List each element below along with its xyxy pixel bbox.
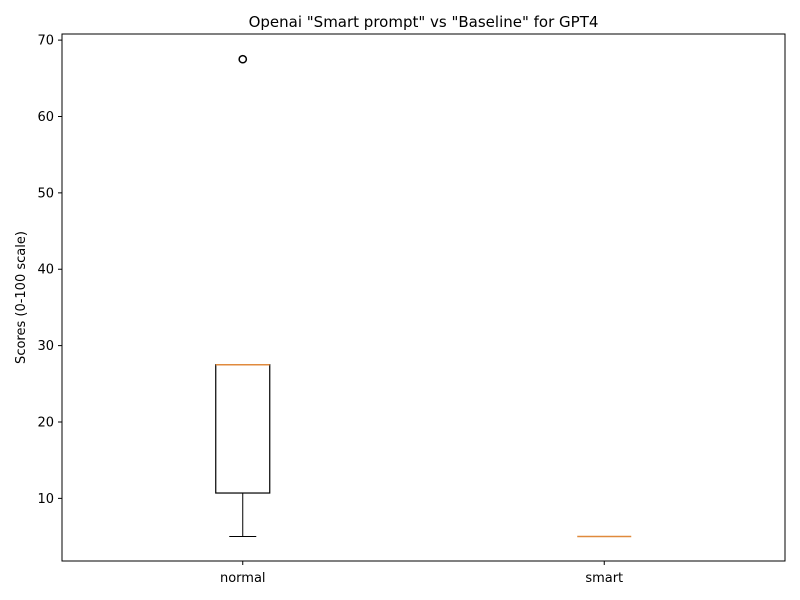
- x-axis-ticks: normal smart: [220, 561, 623, 586]
- y-axis-ticks: 10 20 30 40 50 60 70: [37, 34, 62, 507]
- y-tick-label: 20: [37, 415, 54, 430]
- x-tick-label: smart: [585, 571, 623, 586]
- y-tick-label: 50: [37, 186, 54, 201]
- plot-area-frame: [61, 33, 786, 562]
- x-tick-label: normal: [220, 571, 266, 586]
- outlier-point: [238, 54, 248, 64]
- y-tick-label: 70: [37, 34, 54, 49]
- y-tick-label: 10: [37, 492, 54, 507]
- chart-title: Openai "Smart prompt" vs "Baseline" for …: [249, 13, 599, 31]
- y-tick-label: 60: [37, 110, 54, 125]
- y-tick-label: 40: [37, 263, 54, 278]
- boxes-group: [215, 54, 632, 538]
- y-axis-label: Scores (0-100 scale): [14, 231, 29, 364]
- y-tick-label: 30: [37, 339, 54, 354]
- box-normal: [215, 54, 271, 538]
- box-iqr: [215, 364, 271, 494]
